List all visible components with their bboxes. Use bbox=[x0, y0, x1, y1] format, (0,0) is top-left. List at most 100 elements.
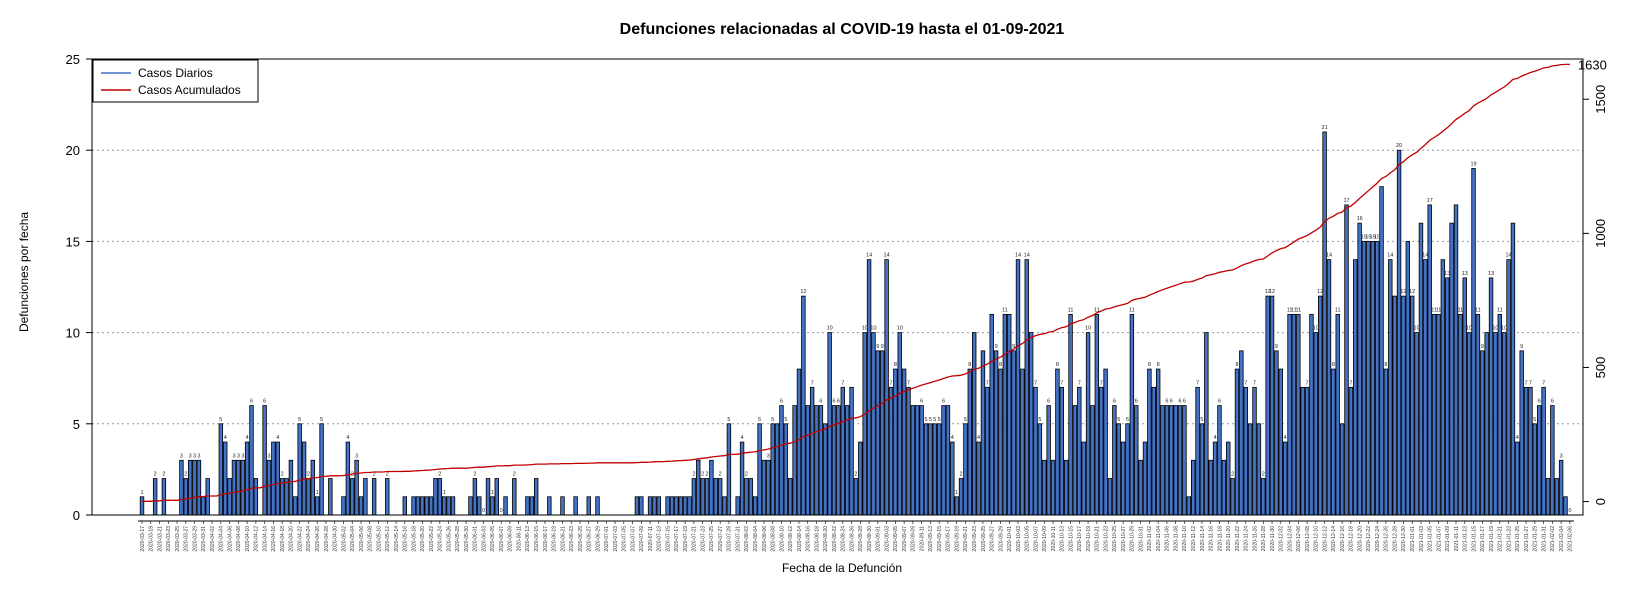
x-tick-label: 2020-10-25 bbox=[1112, 526, 1118, 552]
daily-bar bbox=[788, 478, 793, 516]
daily-bar bbox=[932, 423, 937, 516]
bar-value-label: 8 bbox=[1235, 362, 1238, 368]
daily-bar bbox=[525, 496, 530, 516]
y-axis-left: 0 5 10 15 20 25 bbox=[66, 52, 92, 523]
x-tick-label: 2020-03-23 bbox=[166, 526, 172, 552]
x-tick-label: 2020-12-02 bbox=[1279, 526, 1285, 552]
x-tick-label: 2020-04-18 bbox=[280, 526, 286, 552]
bar-value-label: 5 bbox=[1126, 417, 1129, 423]
daily-bar bbox=[972, 332, 977, 516]
bar-value-label: 2 bbox=[692, 472, 695, 478]
daily-bar bbox=[1234, 368, 1240, 516]
bar-value-label: 11 bbox=[1475, 307, 1481, 313]
legend-cumulative-label: Casos Acumulados bbox=[138, 83, 241, 97]
daily-bar bbox=[1296, 313, 1301, 516]
bar-value-label: 4 bbox=[246, 435, 249, 441]
daily-bar bbox=[1068, 313, 1073, 516]
legend: Casos Diarios Casos Acumulados bbox=[92, 59, 259, 103]
x-tick-label: 2020-06-05 bbox=[490, 526, 496, 552]
daily-bar bbox=[1291, 313, 1297, 516]
daily-bar bbox=[805, 405, 810, 516]
bar-value-label: 11 bbox=[1431, 307, 1437, 313]
x-tick-label: 2020-04-10 bbox=[245, 526, 251, 552]
bar-value-label: 2 bbox=[1262, 472, 1265, 478]
bar-value-label: 2 bbox=[513, 472, 516, 478]
daily-bar bbox=[595, 496, 600, 516]
bar-value-label: 10 bbox=[1085, 326, 1091, 332]
bar-value-label: 10 bbox=[1414, 326, 1420, 332]
bar-value-label: 6 bbox=[263, 399, 266, 405]
y-tick-label: 15 bbox=[66, 234, 80, 249]
bar-value-label: 3 bbox=[355, 453, 358, 459]
x-tick-label: 2020-08-14 bbox=[797, 526, 803, 552]
daily-bar bbox=[218, 423, 224, 516]
final-cumulative-label: 1630 bbox=[1578, 57, 1607, 72]
daily-bar bbox=[652, 496, 657, 516]
x-tick-label: 2020-07-07 bbox=[630, 526, 636, 552]
daily-bar bbox=[989, 313, 994, 516]
x-tick-label: 2020-08-10 bbox=[779, 526, 785, 552]
x-tick-label: 2020-11-08 bbox=[1173, 526, 1179, 551]
x-tick-label: 2020-12-12 bbox=[1322, 526, 1328, 552]
bar-value-label: 7 bbox=[1253, 380, 1256, 386]
daily-bar bbox=[1554, 478, 1559, 516]
x-tick-label: 2020-06-13 bbox=[525, 526, 531, 552]
x-tick-label: 2020-07-21 bbox=[692, 526, 698, 552]
bar-value-label: 11 bbox=[1335, 307, 1341, 313]
x-tick-label: 2020-10-29 bbox=[1130, 526, 1136, 552]
x-tick-label: 2020-09-27 bbox=[990, 526, 996, 552]
x-tick-label: 2020-05-08 bbox=[368, 526, 374, 552]
daily-bar bbox=[669, 496, 675, 516]
x-tick-label: 2020-10-09 bbox=[1042, 526, 1048, 552]
bar-value-label: 19 bbox=[1470, 161, 1476, 167]
daily-bar bbox=[678, 496, 683, 516]
daily-bar bbox=[354, 459, 359, 516]
daily-bar bbox=[1265, 295, 1270, 516]
x-tick-label: 2020-07-03 bbox=[613, 526, 619, 552]
bar-value-label: 16 bbox=[1357, 216, 1363, 222]
daily-bar bbox=[1011, 350, 1016, 516]
bar-value-label: 5 bbox=[964, 417, 967, 423]
bar-value-label: 2 bbox=[719, 472, 722, 478]
x-tick-label: 2020-08-16 bbox=[806, 526, 812, 552]
daily-bar bbox=[831, 405, 837, 516]
daily-bar bbox=[1177, 405, 1183, 516]
x-tick-label: 2021-01-03 bbox=[1419, 526, 1425, 552]
bar-value-label: 3 bbox=[241, 453, 244, 459]
daily-bar bbox=[1431, 313, 1437, 516]
daily-bar bbox=[779, 405, 784, 516]
x-tick-label: 2021-01-25 bbox=[1515, 526, 1521, 552]
daily-bar bbox=[350, 478, 355, 516]
daily-bar bbox=[266, 459, 272, 516]
bar-value-label: 5 bbox=[1117, 417, 1120, 423]
daily-bar bbox=[809, 386, 815, 516]
x-tick-label: 2020-05-24 bbox=[438, 526, 444, 552]
bar-value-label: 20 bbox=[1396, 143, 1402, 149]
daily-bar bbox=[954, 496, 959, 516]
daily-bar bbox=[770, 423, 775, 516]
bar-value-label: 7 bbox=[1529, 380, 1532, 386]
x-tick-label: 2020-10-31 bbox=[1138, 526, 1144, 552]
bar-value-label: 2 bbox=[701, 472, 704, 478]
x-tick-label: 2020-12-10 bbox=[1314, 526, 1320, 552]
daily-bar bbox=[1243, 386, 1248, 516]
daily-bar bbox=[428, 496, 434, 516]
x-tick-label: 2020-06-09 bbox=[508, 526, 514, 552]
x-tick-label: 2020-05-22 bbox=[429, 526, 435, 552]
y-tick-label: 5 bbox=[73, 417, 80, 432]
x-tick-label: 2020-12-22 bbox=[1366, 526, 1372, 552]
x-tick-label: 2021-01-09 bbox=[1445, 526, 1451, 552]
daily-bar bbox=[1033, 386, 1038, 516]
daily-bar bbox=[774, 423, 780, 516]
x-tick-label: 2020-04-24 bbox=[306, 526, 312, 552]
bar-value-label: 7 bbox=[1196, 380, 1199, 386]
x-tick-label: 2020-10-21 bbox=[1095, 526, 1101, 552]
x-tick-label: 2020-11-06 bbox=[1165, 526, 1171, 551]
daily-bar bbox=[310, 459, 316, 516]
daily-bar bbox=[415, 496, 421, 516]
daily-bar bbox=[814, 405, 819, 516]
daily-bar bbox=[152, 478, 158, 516]
x-tick-label: 2020-08-06 bbox=[762, 526, 768, 552]
daily-bar bbox=[1414, 332, 1419, 516]
x-tick-label: 2021-01-29 bbox=[1533, 526, 1539, 552]
